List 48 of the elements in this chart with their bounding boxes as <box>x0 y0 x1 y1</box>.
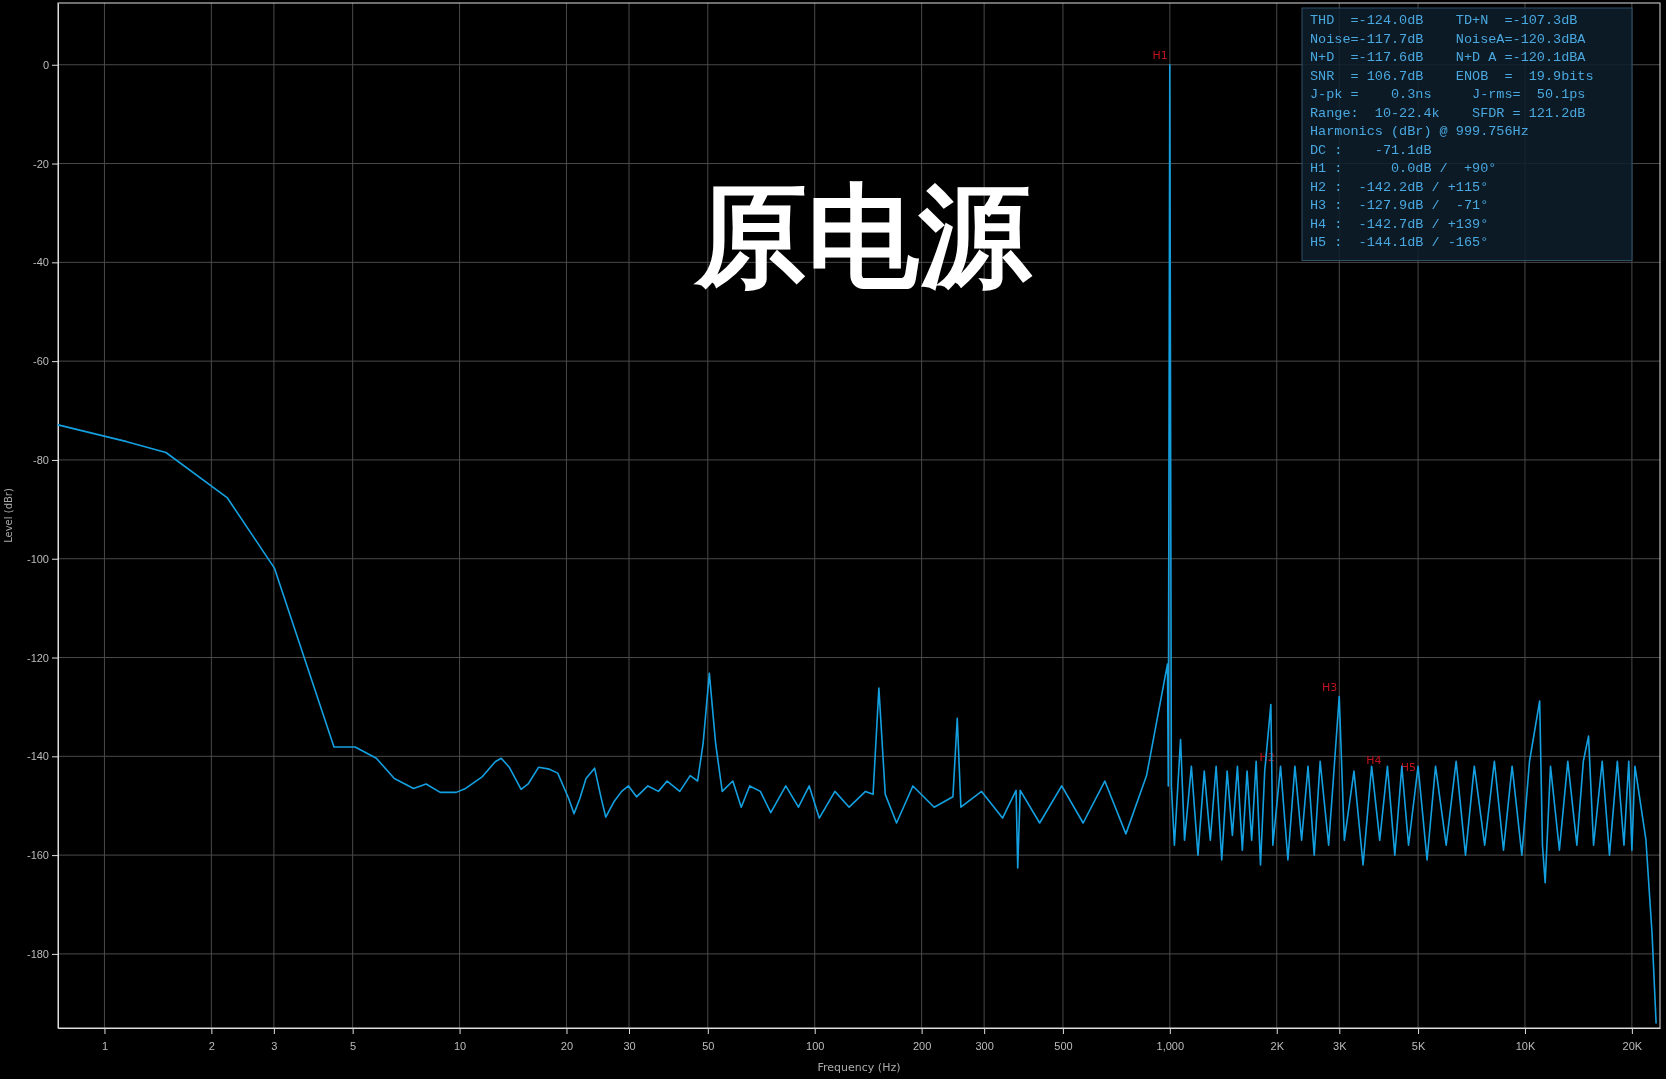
annotation: DC : -71.1dB <box>1310 142 1432 158</box>
annotation: H5 : -144.1dB / -165° <box>1310 235 1489 250</box>
x-tick-label: 200 <box>912 1040 932 1053</box>
annotation: Noise=-117.7dB NoiseA=-120.3dBA <box>1310 31 1587 47</box>
x-tick-label: 5K <box>1411 1040 1426 1053</box>
y-tick-label: 0 <box>42 58 49 71</box>
x-tick-label: 20 <box>560 1040 574 1053</box>
x-tick-label: 3 <box>271 1040 278 1053</box>
x-tick-label: 1 <box>101 1040 108 1053</box>
annotation: THD =-124.0dB TD+N =-107.3dB <box>1310 13 1578 28</box>
x-tick-label: 500 <box>1054 1040 1073 1053</box>
x-tick-label: 3K <box>1333 1040 1348 1053</box>
annotation: SNR = 106.7dB ENOB = 19.9bits <box>1310 68 1594 84</box>
x-tick-label: 1,000 <box>1156 1040 1185 1053</box>
annotation: H2 : -142.2dB / +115° <box>1310 179 1489 195</box>
annotation: H5 <box>1400 760 1417 774</box>
y-tick-label: -140 <box>26 750 49 763</box>
x-tick-label: 2 <box>208 1040 215 1053</box>
x-tick-label: 5 <box>350 1040 357 1053</box>
annotation: H4 <box>1366 753 1382 767</box>
y-tick-label: -20 <box>33 157 49 170</box>
annotation: H1 : 0.0dB / +90° <box>1310 161 1497 176</box>
annotation: Harmonics (dBr) @ 999.756Hz <box>1310 124 1529 139</box>
x-tick-label: 2K <box>1270 1040 1285 1053</box>
x-tick-label: 20K <box>1622 1040 1643 1053</box>
y-tick-label: -80 <box>33 453 49 466</box>
y-tick-label: -100 <box>26 552 49 565</box>
annotation: H3 <box>1321 680 1338 694</box>
x-tick-label: 300 <box>975 1040 994 1053</box>
x-tick-label: 10K <box>1515 1040 1536 1053</box>
y-tick-label: -180 <box>26 947 49 960</box>
x-axis-title: Frequency (Hz) <box>817 1061 901 1074</box>
y-tick-label: -160 <box>26 849 49 862</box>
annotation: H4 : -142.7dB / +139° <box>1310 216 1489 232</box>
annotation: N+D =-117.6dB N+D A =-120.1dBA <box>1310 50 1587 65</box>
annotation: H3 : -127.9dB / -71° <box>1310 198 1489 213</box>
y-tick-label: -120 <box>26 651 49 664</box>
y-tick-label: -40 <box>33 256 49 269</box>
x-tick-label: 30 <box>623 1040 636 1053</box>
x-tick-label: 10 <box>453 1040 467 1053</box>
y-tick-label: -60 <box>33 355 49 368</box>
x-tick-label: 50 <box>702 1040 715 1053</box>
annotation: J-pk = 0.3ns J-rms= 50.1ps <box>1310 87 1586 102</box>
annotation: H1 <box>1152 48 1168 62</box>
y-axis-title: Level (dBr) <box>3 488 14 543</box>
text: 原电源 <box>693 171 1033 301</box>
annotation: Range: 10-22.4k SFDR = 121.2dB <box>1310 105 1586 121</box>
x-tick-label: 100 <box>806 1040 825 1053</box>
